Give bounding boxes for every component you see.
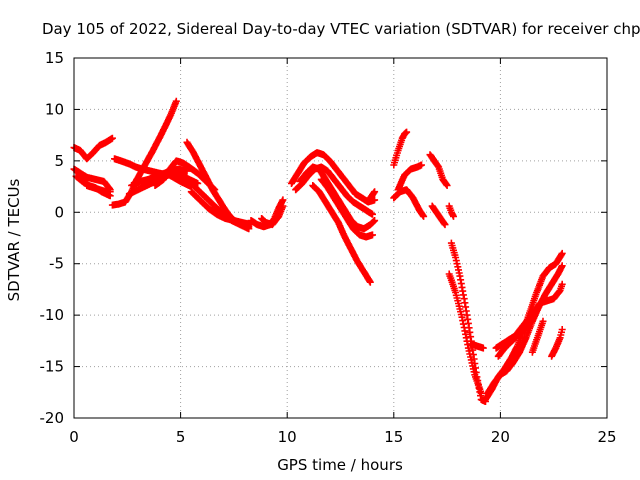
data-track	[390, 186, 428, 220]
y-tick-label: 5	[54, 152, 64, 170]
data-track	[108, 97, 180, 209]
chart-title: Day 105 of 2022, Sidereal Day-to-day VTE…	[42, 20, 640, 38]
data-track	[445, 270, 485, 397]
x-tick-label: 5	[176, 428, 186, 446]
data-track	[390, 128, 411, 169]
data-track	[366, 188, 379, 202]
data-track	[288, 149, 379, 206]
data-track	[394, 161, 425, 194]
y-axis-title: SDTVAR / TECUs	[5, 178, 23, 301]
data-track	[467, 340, 487, 352]
data-track	[428, 202, 449, 229]
data-track	[492, 280, 566, 352]
y-tick-label: -5	[49, 255, 64, 273]
data-track	[445, 202, 457, 220]
data-track	[309, 182, 374, 286]
grid-lines	[74, 58, 607, 418]
data-points	[70, 97, 566, 405]
data-track	[187, 188, 255, 229]
data-track	[258, 202, 287, 229]
x-axis-title: GPS time / hours	[277, 456, 403, 474]
data-track	[70, 134, 116, 163]
data-track	[548, 326, 566, 360]
data-track	[426, 151, 451, 189]
y-tick-label: -10	[40, 306, 65, 324]
x-tick-label: 20	[491, 428, 510, 446]
data-track	[447, 239, 489, 405]
data-track	[528, 317, 547, 356]
y-tick-label: -15	[40, 358, 65, 376]
x-tick-label: 25	[597, 428, 616, 446]
x-tick-label: 15	[384, 428, 403, 446]
y-tick-label: 0	[54, 203, 64, 221]
axis-ticks: 0 5 10 15 20 25 -20 -15 -10 -5 0 5 10 15	[40, 49, 617, 446]
x-tick-label: 0	[69, 428, 79, 446]
data-track	[317, 175, 376, 241]
data-track	[83, 182, 114, 196]
y-tick-label: 15	[45, 49, 64, 67]
y-tick-label: 10	[45, 100, 64, 118]
plot-frame	[73, 57, 608, 419]
y-tick-label: -20	[40, 409, 65, 427]
x-tick-label: 10	[278, 428, 297, 446]
data-track	[494, 317, 534, 360]
